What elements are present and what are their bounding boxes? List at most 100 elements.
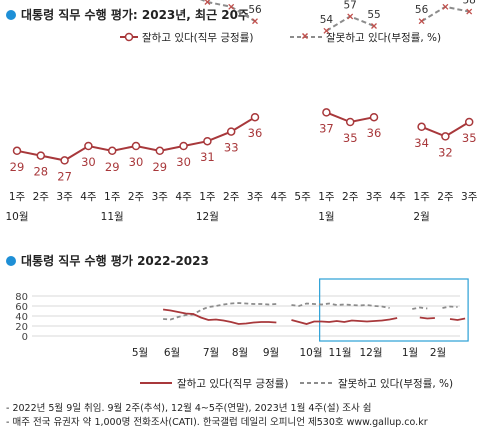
x-tick-label: 1주 [9, 191, 26, 203]
negative-point [418, 18, 425, 25]
recent-20-weeks-box [319, 278, 469, 342]
negative-point [466, 8, 473, 15]
negative-trend-line [163, 302, 277, 321]
negative-point [442, 3, 449, 10]
x-tick-label: 2주 [33, 191, 50, 203]
legend-positive-label: 잘하고 있다(직무 긍정률) [142, 31, 253, 44]
y-tick-label: 60 [15, 302, 28, 313]
legend-positive-marker [124, 32, 134, 42]
month-tick-label: 7월 [203, 347, 219, 359]
chart1-title: 대통령 직무 수행 평가: 2023년, 최근 20주 [6, 6, 249, 23]
x-tick-label: 2주 [342, 191, 359, 203]
negative-value-label: 57 [344, 0, 357, 11]
legend-positive-label: 잘하고 있다(직무 긍정률) [177, 377, 288, 390]
month-tick-label: 10월 [299, 347, 322, 359]
x-tick-label: 3주 [152, 191, 169, 203]
positive-point [464, 117, 474, 127]
positive-value-label: 35 [343, 131, 358, 145]
x-tick-label: 3주 [461, 191, 478, 203]
x-tick-label: 4주 [175, 191, 192, 203]
positive-point [250, 112, 260, 122]
x-tick-label: 3주 [56, 191, 73, 203]
positive-point [322, 108, 331, 117]
month-label: 11월 [101, 211, 124, 223]
x-tick-label: 4주 [80, 191, 97, 203]
positive-value-label: 30 [81, 155, 96, 169]
positive-point [345, 117, 355, 127]
positive-trend-line [162, 308, 277, 325]
positive-value-label: 30 [129, 155, 144, 169]
negative-point [371, 23, 377, 29]
negative-point [252, 18, 258, 25]
month-tick-label: 5월 [132, 347, 148, 359]
negative-trend-line [442, 305, 458, 309]
y-tick-label: 0 [22, 332, 28, 343]
negative-trend-line [412, 306, 428, 310]
positive-point [84, 141, 93, 151]
month-label: 2월 [413, 211, 429, 223]
negative-value-label: 56 [248, 4, 262, 16]
negative-point [228, 3, 235, 10]
positive-trend-line [419, 316, 435, 320]
positive-value-label: 28 [33, 165, 48, 179]
x-tick-label: 3주 [247, 191, 264, 203]
negative-value-label: 54 [320, 14, 334, 26]
positive-trend-line [291, 317, 398, 325]
x-tick-label: 2주 [128, 191, 145, 203]
negative-value-label: 59 [439, 0, 452, 2]
month-tick-label: 1월 [402, 347, 418, 359]
positive-value-label: 37 [319, 121, 334, 135]
month-label: 10월 [5, 211, 28, 223]
negative-point [323, 27, 330, 34]
positive-point [155, 146, 165, 156]
month-tick-label: 6월 [164, 347, 180, 359]
negative-value-label: 58 [463, 0, 476, 7]
y-tick-label: 40 [15, 312, 28, 323]
positive-value-label: 31 [200, 150, 215, 164]
title-bullet-icon [6, 256, 16, 266]
positive-value-label: 30 [176, 155, 191, 169]
x-tick-label: 3주 [366, 191, 383, 203]
x-tick-label: 2주 [437, 191, 454, 203]
negative-value-label: 55 [367, 9, 380, 21]
positive-point [107, 146, 117, 156]
negative-value-label: 56 [415, 4, 429, 16]
chart1-title-text: 대통령 직무 수행 평가: 2023년, 최근 20주 [21, 8, 250, 22]
positive-trend-line [449, 317, 466, 321]
month-label: 1월 [318, 211, 334, 223]
footnotes: - 2022년 5월 9일 취임. 9월 2주(추석), 12월 4~5주(연말… [6, 402, 428, 430]
y-tick-label: 80 [15, 292, 28, 303]
positive-value-label: 29 [105, 160, 120, 174]
positive-point [179, 141, 188, 151]
legend-negative-label: 잘못하고 있다(부정률, %) [326, 31, 441, 44]
positive-value-label: 36 [248, 126, 263, 140]
positive-point [441, 132, 450, 141]
chart2-legend: 잘하고 있다(직무 긍정률) 잘못하고 있다(부정률, %) [140, 377, 453, 390]
positive-point [36, 151, 46, 160]
positive-value-label: 32 [438, 145, 453, 159]
footnote-1: - 2022년 5월 9일 취임. 9월 2주(추석), 12월 4~5주(연말… [6, 403, 372, 414]
positive-value-label: 33 [224, 141, 239, 155]
positive-point [417, 122, 426, 132]
legend-negative-marker [301, 32, 309, 40]
chart1-plot: 잘하고 있다(직무 긍정률)잘못하고 있다(부정률, %)63636562636… [5, 0, 478, 223]
chart2-title: 대통령 직무 수행 평가 2022-2023 [6, 252, 209, 269]
x-tick-label: 2주 [223, 191, 240, 203]
positive-value-label: 35 [462, 131, 477, 145]
chart1-legend: 잘하고 있다(직무 긍정률) 잘못하고 있다(부정률, %) [120, 31, 441, 44]
title-bullet-icon [6, 10, 16, 20]
chart2-title-text: 대통령 직무 수행 평가 2022-2023 [21, 254, 209, 268]
month-tick-label: 11월 [328, 347, 351, 359]
x-tick-label: 4주 [390, 191, 407, 203]
positive-point [226, 127, 236, 136]
positive-point [131, 141, 141, 151]
month-tick-label: 2월 [430, 347, 446, 359]
positive-value-label: 27 [57, 169, 72, 183]
positive-value-label: 29 [10, 160, 25, 174]
positive-series-line [16, 116, 256, 162]
positive-point [203, 136, 212, 146]
positive-value-label: 36 [367, 126, 382, 140]
negative-trend-line [291, 302, 390, 309]
x-tick-label: 1주 [413, 191, 430, 203]
